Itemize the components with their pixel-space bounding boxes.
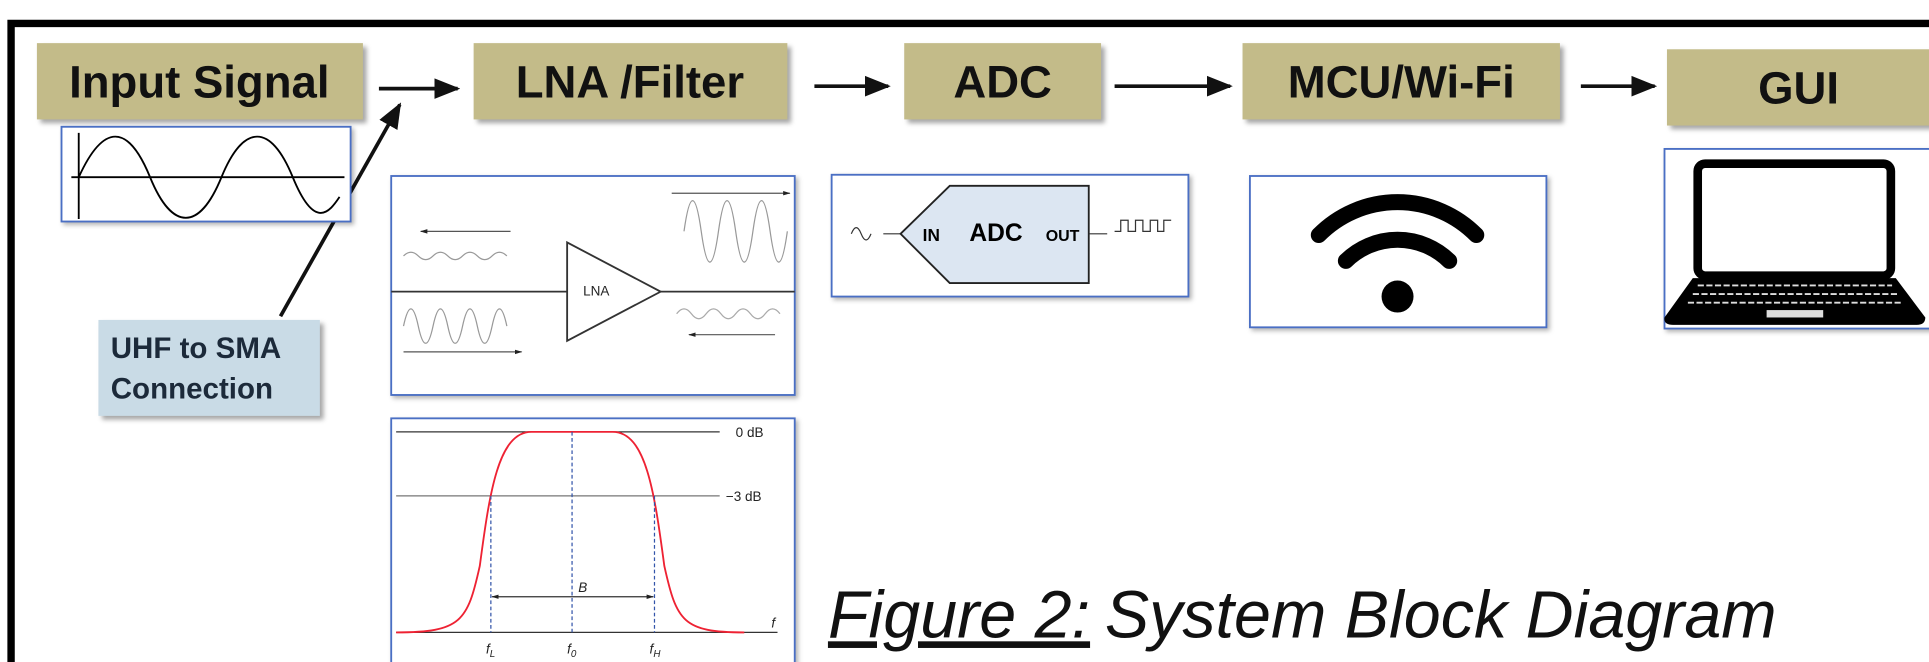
analog-symbol — [850, 227, 872, 241]
symbol: f — [567, 641, 572, 656]
wifi-arc — [1337, 231, 1458, 269]
sine-panel — [60, 125, 352, 223]
subscript: H — [653, 649, 661, 660]
markers — [490, 431, 656, 633]
wave — [402, 308, 508, 344]
wifi-panel — [1248, 175, 1548, 329]
block — [904, 43, 1102, 120]
touchpad — [1766, 310, 1824, 318]
annotation: Connection — [111, 373, 273, 406]
annotation-box — [98, 319, 320, 416]
block-label: ADC — [953, 56, 1052, 107]
block-label: LNA /Filter — [516, 56, 745, 107]
adc-output: OUT — [1046, 228, 1080, 245]
adc-label: ADC — [969, 220, 1023, 247]
block-label: MCU/Wi-Fi — [1288, 56, 1515, 107]
blocks: Input Signal LNA /Filter ADC MCU/Wi-Fi G… — [36, 43, 1929, 126]
keyboard — [1687, 284, 1902, 304]
block-label: Input Signal — [69, 56, 329, 107]
bandwidth-label: B — [578, 580, 587, 595]
sine-wave — [77, 135, 341, 219]
wifi-icon — [1310, 194, 1485, 269]
wifi-dot — [1381, 280, 1414, 313]
amplifier — [566, 240, 663, 343]
caption: Figure 2: System Block Diagram — [828, 578, 1777, 652]
subscript: 0 — [571, 649, 577, 660]
digital-symbol — [1114, 219, 1172, 232]
lna-label: LNA — [583, 283, 609, 298]
frame — [7, 19, 1929, 662]
wave — [683, 199, 788, 263]
wave — [403, 251, 508, 261]
laptop-base — [1664, 278, 1926, 325]
caption-label: Figure 2: — [828, 578, 1090, 652]
laptop-panel — [1663, 148, 1929, 330]
block — [36, 43, 363, 120]
filter-panel: 0 dB −3 dB B f fL f0 fH — [390, 417, 796, 662]
wifi-arc — [1310, 194, 1485, 244]
block — [1242, 43, 1560, 120]
freq-label: fL — [486, 641, 495, 660]
laptop-screen — [1693, 159, 1896, 280]
level-label: −3 dB — [726, 489, 762, 504]
caption-text: System Block Diagram — [1105, 578, 1777, 652]
freq-label: f0 — [567, 641, 577, 660]
lna-panel: LNA — [390, 175, 796, 396]
axis-label: f — [771, 615, 776, 630]
wave — [676, 308, 781, 320]
block-label: GUI — [1758, 62, 1839, 113]
symbol: f — [486, 641, 491, 656]
panel — [390, 417, 796, 662]
symbol: f — [650, 641, 655, 656]
adc-panel: IN ADC OUT — [830, 173, 1190, 298]
adc-input: IN — [923, 225, 940, 245]
subscript: L — [490, 649, 495, 660]
level-label: 0 dB — [736, 425, 764, 440]
annotation: UHF to SMA — [111, 332, 282, 365]
block — [1666, 49, 1929, 126]
block — [473, 43, 788, 120]
freq-label: fH — [650, 641, 662, 660]
